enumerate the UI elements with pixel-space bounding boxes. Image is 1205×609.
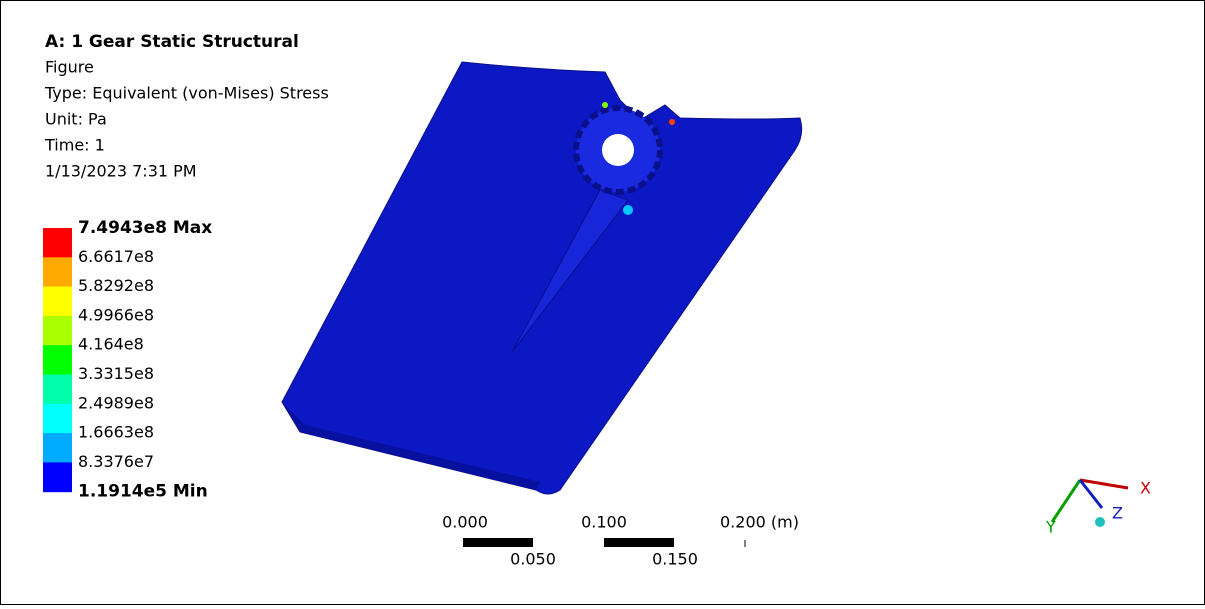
hotspot [669,119,675,125]
legend-label: 4.164e8 [78,335,144,354]
legend-label: 2.4989e8 [78,393,154,412]
scale-label: 0.000 [442,513,488,532]
legend-band [43,345,72,375]
axis-label: Z [1112,504,1123,523]
legend-band [43,375,72,405]
scale-segment [604,538,674,547]
header-line: Unit: Pa [45,110,107,129]
legend-label: 3.3315e8 [78,364,154,383]
legend-band [43,287,72,317]
legend-band [43,257,72,287]
header-line: 1/13/2023 7:31 PM [45,162,197,181]
legend-band [43,462,72,492]
scale-label: 0.050 [510,550,556,569]
axis-label: Y [1045,518,1056,537]
legend-label: 6.6617e8 [78,247,154,266]
legend-label: 1.1914e5 Min [78,482,208,502]
legend-band [43,228,72,258]
legend-label: 4.9966e8 [78,305,154,324]
scale-label: 0.100 [581,513,627,532]
gear-hole [602,134,634,166]
scale-label: 0.150 [652,550,698,569]
origin [1095,517,1105,527]
header-line: Time: 1 [44,136,105,155]
header-line: Type: Equivalent (von-Mises) Stress [44,84,329,103]
hotspot [623,205,633,215]
legend-band [43,316,72,346]
legend-band [43,404,72,434]
axis-label: X [1140,479,1151,498]
hotspot [602,102,608,108]
header-line: Figure [45,58,94,77]
legend-band [43,433,72,463]
legend-label: 8.3376e7 [78,452,154,471]
scale-segment [463,538,533,547]
legend-label: 1.6663e8 [78,423,154,442]
scale-label: 0.200 (m) [720,513,799,532]
legend-label: 5.8292e8 [78,276,154,295]
viewport: A: 1 Gear Static Structural Figure Type: … [0,0,1205,605]
title: A: 1 Gear Static Structural [45,32,299,52]
legend-label: 7.4943e8 Max [78,218,212,238]
